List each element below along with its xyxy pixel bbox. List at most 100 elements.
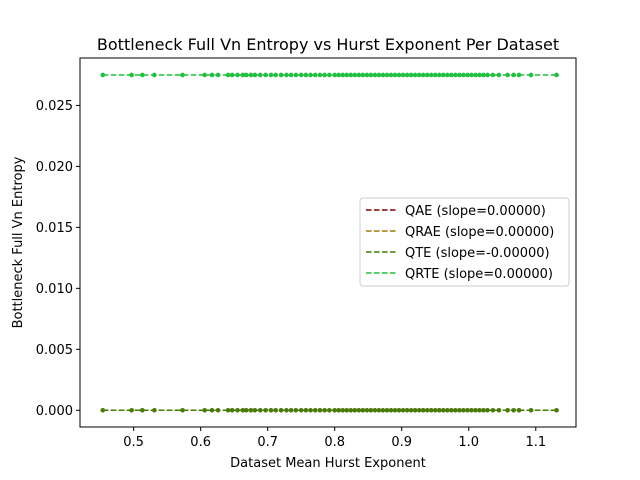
data-point (440, 407, 446, 413)
legend-label: QTE (slope=-0.00000) (405, 246, 550, 261)
data-point (428, 72, 434, 78)
data-point (356, 407, 362, 413)
data-point (461, 72, 466, 78)
x-axis-label: Dataset Mean Hurst Exponent (230, 456, 426, 471)
data-point (528, 72, 534, 78)
y-axis: 0.000 0.005 0.010 0.015 0.020 0.025 (36, 99, 80, 419)
data-point (258, 407, 263, 413)
data-point (372, 72, 378, 78)
chart-title: Bottleneck Full Vn Entropy vs Hurst Expo… (97, 35, 559, 54)
data-point (404, 407, 410, 413)
data-point (273, 407, 279, 413)
data-point (100, 72, 106, 78)
data-point (392, 407, 398, 413)
data-point (229, 72, 235, 78)
data-point (360, 72, 366, 78)
data-point (554, 407, 559, 413)
legend-box (359, 197, 570, 287)
data-point (209, 407, 215, 413)
data-point (372, 407, 378, 413)
data-point (340, 407, 346, 413)
data-point (332, 407, 338, 413)
data-point (298, 72, 304, 78)
data-point (308, 72, 313, 78)
data-point (298, 407, 304, 413)
data-point (278, 407, 284, 413)
data-point (516, 72, 522, 78)
data-point (432, 72, 438, 78)
data-point (380, 72, 386, 78)
data-point (258, 72, 263, 78)
data-point (215, 407, 221, 413)
x-tick-label: 0.9 (391, 435, 412, 450)
data-point (240, 72, 246, 78)
data-point (252, 72, 258, 78)
data-point (344, 407, 350, 413)
data-point (243, 407, 249, 413)
data-point (202, 407, 207, 413)
data-point (352, 72, 358, 78)
data-point (440, 72, 446, 78)
data-point (396, 72, 402, 78)
data-point (424, 407, 430, 413)
data-point (152, 407, 157, 413)
data-point (248, 407, 254, 413)
data-point (436, 72, 442, 78)
data-point (332, 72, 338, 78)
data-point (243, 72, 249, 78)
data-point (490, 407, 496, 413)
data-point (392, 72, 398, 78)
data-point (263, 407, 268, 413)
data-point (317, 72, 323, 78)
data-point (312, 72, 318, 78)
data-point (404, 72, 410, 78)
data-point (408, 407, 414, 413)
data-point (336, 407, 342, 413)
data-point (284, 72, 289, 78)
data-point (215, 72, 221, 78)
data-point (129, 407, 134, 413)
data-point (412, 72, 418, 78)
legend-label: QRAE (slope=0.00000) (405, 225, 554, 240)
data-point (348, 407, 354, 413)
data-point (248, 72, 254, 78)
x-tick-label: 1.1 (525, 435, 546, 450)
x-tick-label: 0.8 (324, 435, 345, 450)
data-point (400, 407, 406, 413)
data-point (449, 72, 454, 78)
data-point (327, 72, 332, 78)
data-point (252, 407, 258, 413)
data-point (505, 72, 510, 78)
data-point (240, 407, 246, 413)
y-axis-label: Bottleneck Full Vn Entropy (11, 156, 26, 328)
data-point (129, 72, 134, 78)
data-point (428, 407, 434, 413)
data-point (336, 72, 342, 78)
data-point (235, 407, 240, 413)
data-point (380, 407, 386, 413)
data-point (485, 72, 490, 78)
data-point (288, 72, 294, 78)
data-point (496, 407, 502, 413)
y-tick-label: 0.000 (36, 404, 73, 419)
data-point (416, 72, 422, 78)
data-point (152, 72, 157, 78)
data-point (364, 407, 370, 413)
data-point (268, 407, 274, 413)
data-point (303, 72, 309, 78)
data-point (461, 407, 466, 413)
data-point (288, 407, 294, 413)
data-point (516, 407, 522, 413)
data-point (268, 72, 274, 78)
data-point (303, 407, 309, 413)
data-point (465, 407, 470, 413)
data-point (384, 72, 390, 78)
data-point (424, 72, 430, 78)
data-point (469, 407, 474, 413)
data-point (469, 72, 474, 78)
axes-frame (79, 57, 577, 428)
data-point (308, 407, 313, 413)
data-point (473, 72, 478, 78)
data-point (140, 72, 145, 78)
data-point (360, 407, 366, 413)
